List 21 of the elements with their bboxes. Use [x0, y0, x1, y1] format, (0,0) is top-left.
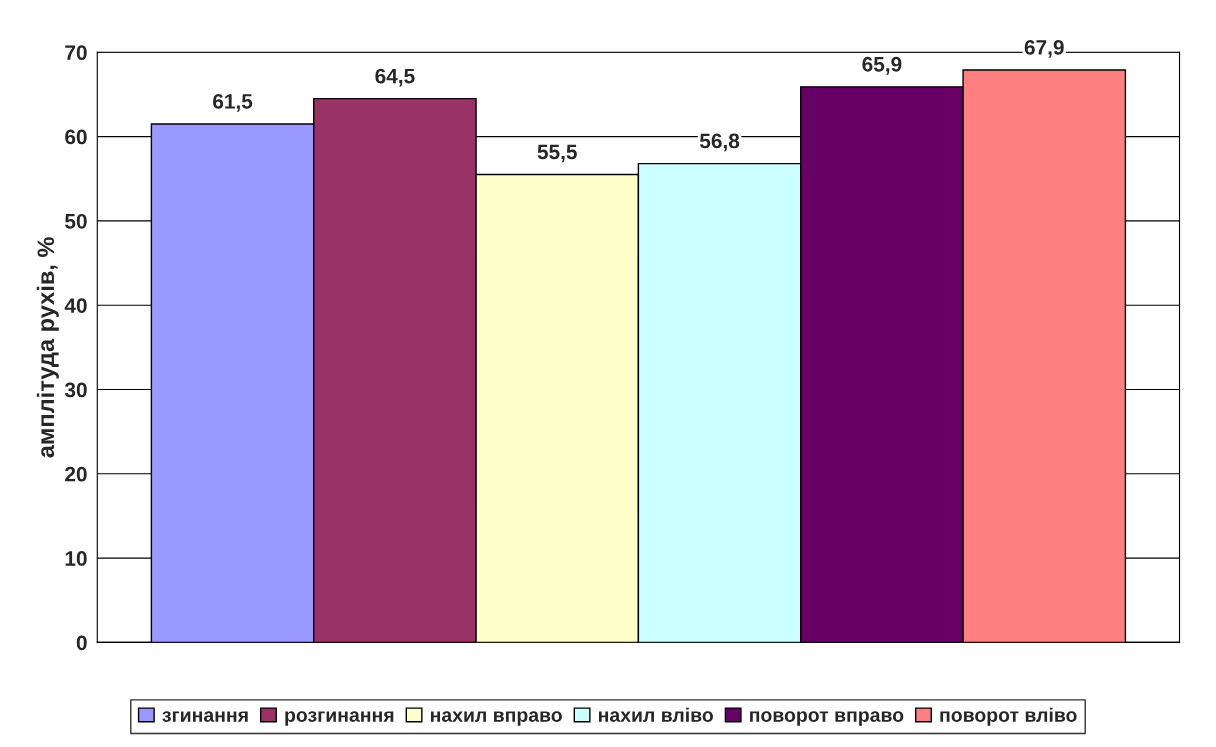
data-label: 65,9 [862, 56, 902, 75]
data-label: 61,5 [213, 93, 253, 112]
legend-label: нахил вправо [430, 711, 562, 726]
y-tick-label: 60 [65, 129, 87, 145]
data-label: 56,8 [699, 133, 740, 152]
y-axis-title: амплітуда рухів, % [36, 237, 59, 458]
y-tick-label: 50 [65, 213, 87, 229]
legend-label: поворот вліво [940, 707, 1077, 726]
legend-label: нахил вліво [599, 707, 713, 722]
data-label: 64,5 [375, 68, 415, 87]
y-tick-label: 30 [64, 382, 87, 398]
y-tick-label: 10 [65, 551, 87, 566]
y-tick-label: 0 [76, 635, 87, 651]
legend-label: згинання [162, 711, 248, 722]
y-tick-label: 20 [65, 466, 87, 482]
y-tick-label: 70 [65, 45, 87, 61]
data-label: 67,9 [1024, 40, 1064, 58]
legend-label: розгинання [285, 711, 394, 726]
y-tick-label: 40 [64, 298, 87, 313]
legend-label: поворот вправо [750, 711, 904, 726]
data-label: 55,5 [537, 144, 577, 163]
